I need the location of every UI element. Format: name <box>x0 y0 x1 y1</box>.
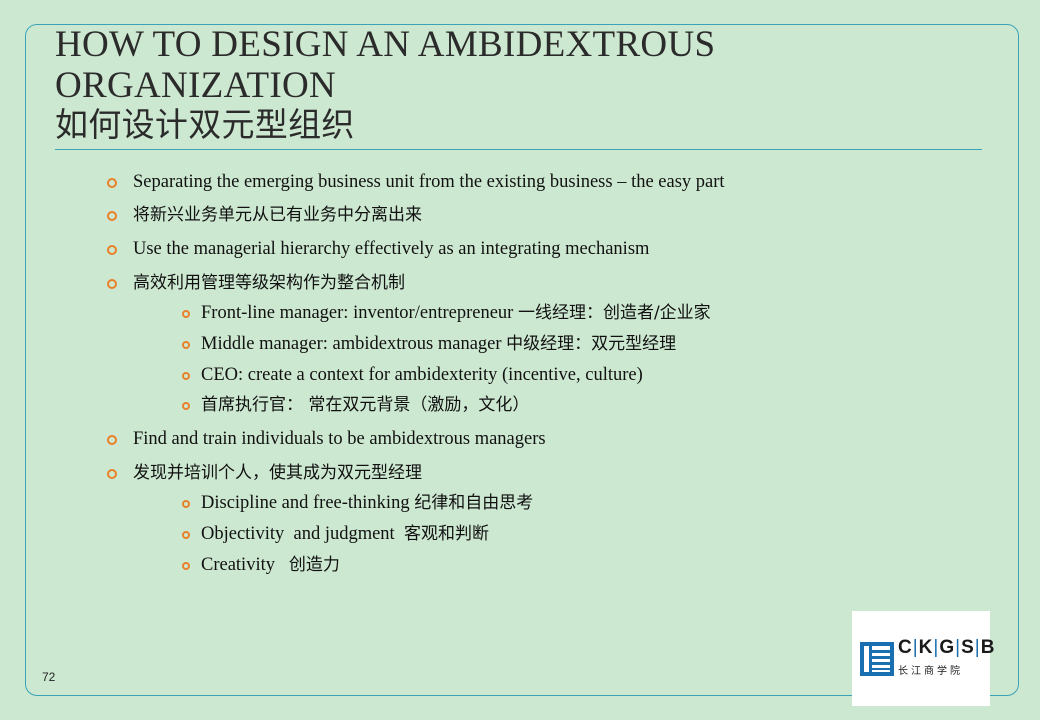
page-number: 72 <box>42 670 56 684</box>
slide-frame <box>25 24 1019 696</box>
bullet-marker-icon <box>107 435 117 445</box>
title-line-2: ORGANIZATION <box>55 65 337 106</box>
sub-bullet-marker-icon <box>182 341 190 349</box>
bullet-item: Find and train individuals to be ambidex… <box>107 427 546 451</box>
bullet-item: Use the managerial hierarchy effectively… <box>107 237 650 261</box>
sub-bullet-item: Front-line manager: inventor/entrepreneu… <box>182 301 711 325</box>
bullet-item: Separating the emerging business unit fr… <box>107 170 725 194</box>
logo-letter: S <box>961 637 975 658</box>
sub-bullet-marker-icon <box>182 500 190 508</box>
logo-letter: G <box>939 637 956 658</box>
bullet-marker-icon <box>107 178 117 188</box>
sub-bullet-text: CEO: create a context for ambidexterity … <box>201 365 643 385</box>
sub-bullet-text: Middle manager: ambidextrous manager <box>201 334 507 354</box>
sub-bullet-item: CEO: create a context for ambidexterity … <box>182 363 643 387</box>
sub-bullet-marker-icon <box>182 402 190 410</box>
ckgsb-logo: C|K|G|S|B 长江商学院 <box>852 611 994 706</box>
logo-chinese: 长江商学院 <box>898 666 963 677</box>
bullet-marker-icon <box>107 469 117 479</box>
logo-letter: K <box>918 637 934 658</box>
sub-bullet-text-chinese: 纪律和自由思考 <box>414 493 534 513</box>
sub-bullet-item: 首席执行官： 常在双元背景（激励，文化） <box>182 393 530 417</box>
sub-bullet-marker-icon <box>182 372 190 380</box>
sub-bullet-item: Objectivity and judgment 客观和判断 <box>182 522 489 546</box>
sub-bullet-item: Creativity 创造力 <box>182 553 340 577</box>
bullet-text: 将新兴业务单元从已有业务中分离出来 <box>133 205 422 225</box>
title-line-chinese: 如何设计双元型组织 <box>55 105 355 144</box>
bullet-marker-icon <box>107 245 117 255</box>
sub-bullet-item: Middle manager: ambidextrous manager 中级经… <box>182 332 677 356</box>
logo-letter: B <box>980 637 996 658</box>
sub-bullet-text: 首席执行官： 常在双元背景（激励，文化） <box>201 395 530 415</box>
sub-bullet-marker-icon <box>182 562 190 570</box>
logo-wordmark: C|K|G|S|B 长江商学院 <box>898 637 996 678</box>
sub-bullet-text: Front-line manager: inventor/entrepreneu… <box>201 303 518 323</box>
sub-bullet-text-chinese: 客观和判断 <box>403 524 489 544</box>
slide-title: HOW TO DESIGN AN AMBIDEXTROUS ORGANIZATI… <box>55 24 715 143</box>
logo-letter: C <box>898 637 913 658</box>
sub-bullet-text: Creativity <box>201 555 289 575</box>
bullet-text: Use the managerial hierarchy effectively… <box>133 239 650 259</box>
bullet-text: Separating the emerging business unit fr… <box>133 172 725 192</box>
bullet-item: 将新兴业务单元从已有业务中分离出来 <box>107 203 422 227</box>
sub-bullet-text: Objectivity and judgment <box>201 524 404 544</box>
sub-bullet-text-chinese: 创造力 <box>288 555 340 575</box>
sub-bullet-text: Discipline and free-thinking <box>201 493 415 513</box>
bullet-item: 发现并培训个人，使其成为双元型经理 <box>107 461 422 485</box>
sub-bullet-item: Discipline and free-thinking 纪律和自由思考 <box>182 491 534 515</box>
sub-bullet-text-chinese: 中级经理：双元型经理 <box>506 334 677 354</box>
sub-bullet-marker-icon <box>182 310 190 318</box>
bullet-text: Find and train individuals to be ambidex… <box>133 429 546 449</box>
title-line-1: HOW TO DESIGN AN AMBIDEXTROUS <box>55 24 716 65</box>
title-divider <box>55 149 982 150</box>
sub-bullet-marker-icon <box>182 531 190 539</box>
bullet-marker-icon <box>107 279 117 289</box>
ckgsb-seal-icon <box>860 642 894 676</box>
logo-letters: C|K|G|S|B <box>898 637 996 658</box>
bullet-text: 发现并培训个人，使其成为双元型经理 <box>133 463 422 483</box>
bullet-item: 高效利用管理等级架构作为整合机制 <box>107 271 405 295</box>
bullet-marker-icon <box>107 211 117 221</box>
bullet-text: 高效利用管理等级架构作为整合机制 <box>133 273 405 293</box>
sub-bullet-text-chinese: 一线经理：创造者/企业家 <box>517 303 711 323</box>
